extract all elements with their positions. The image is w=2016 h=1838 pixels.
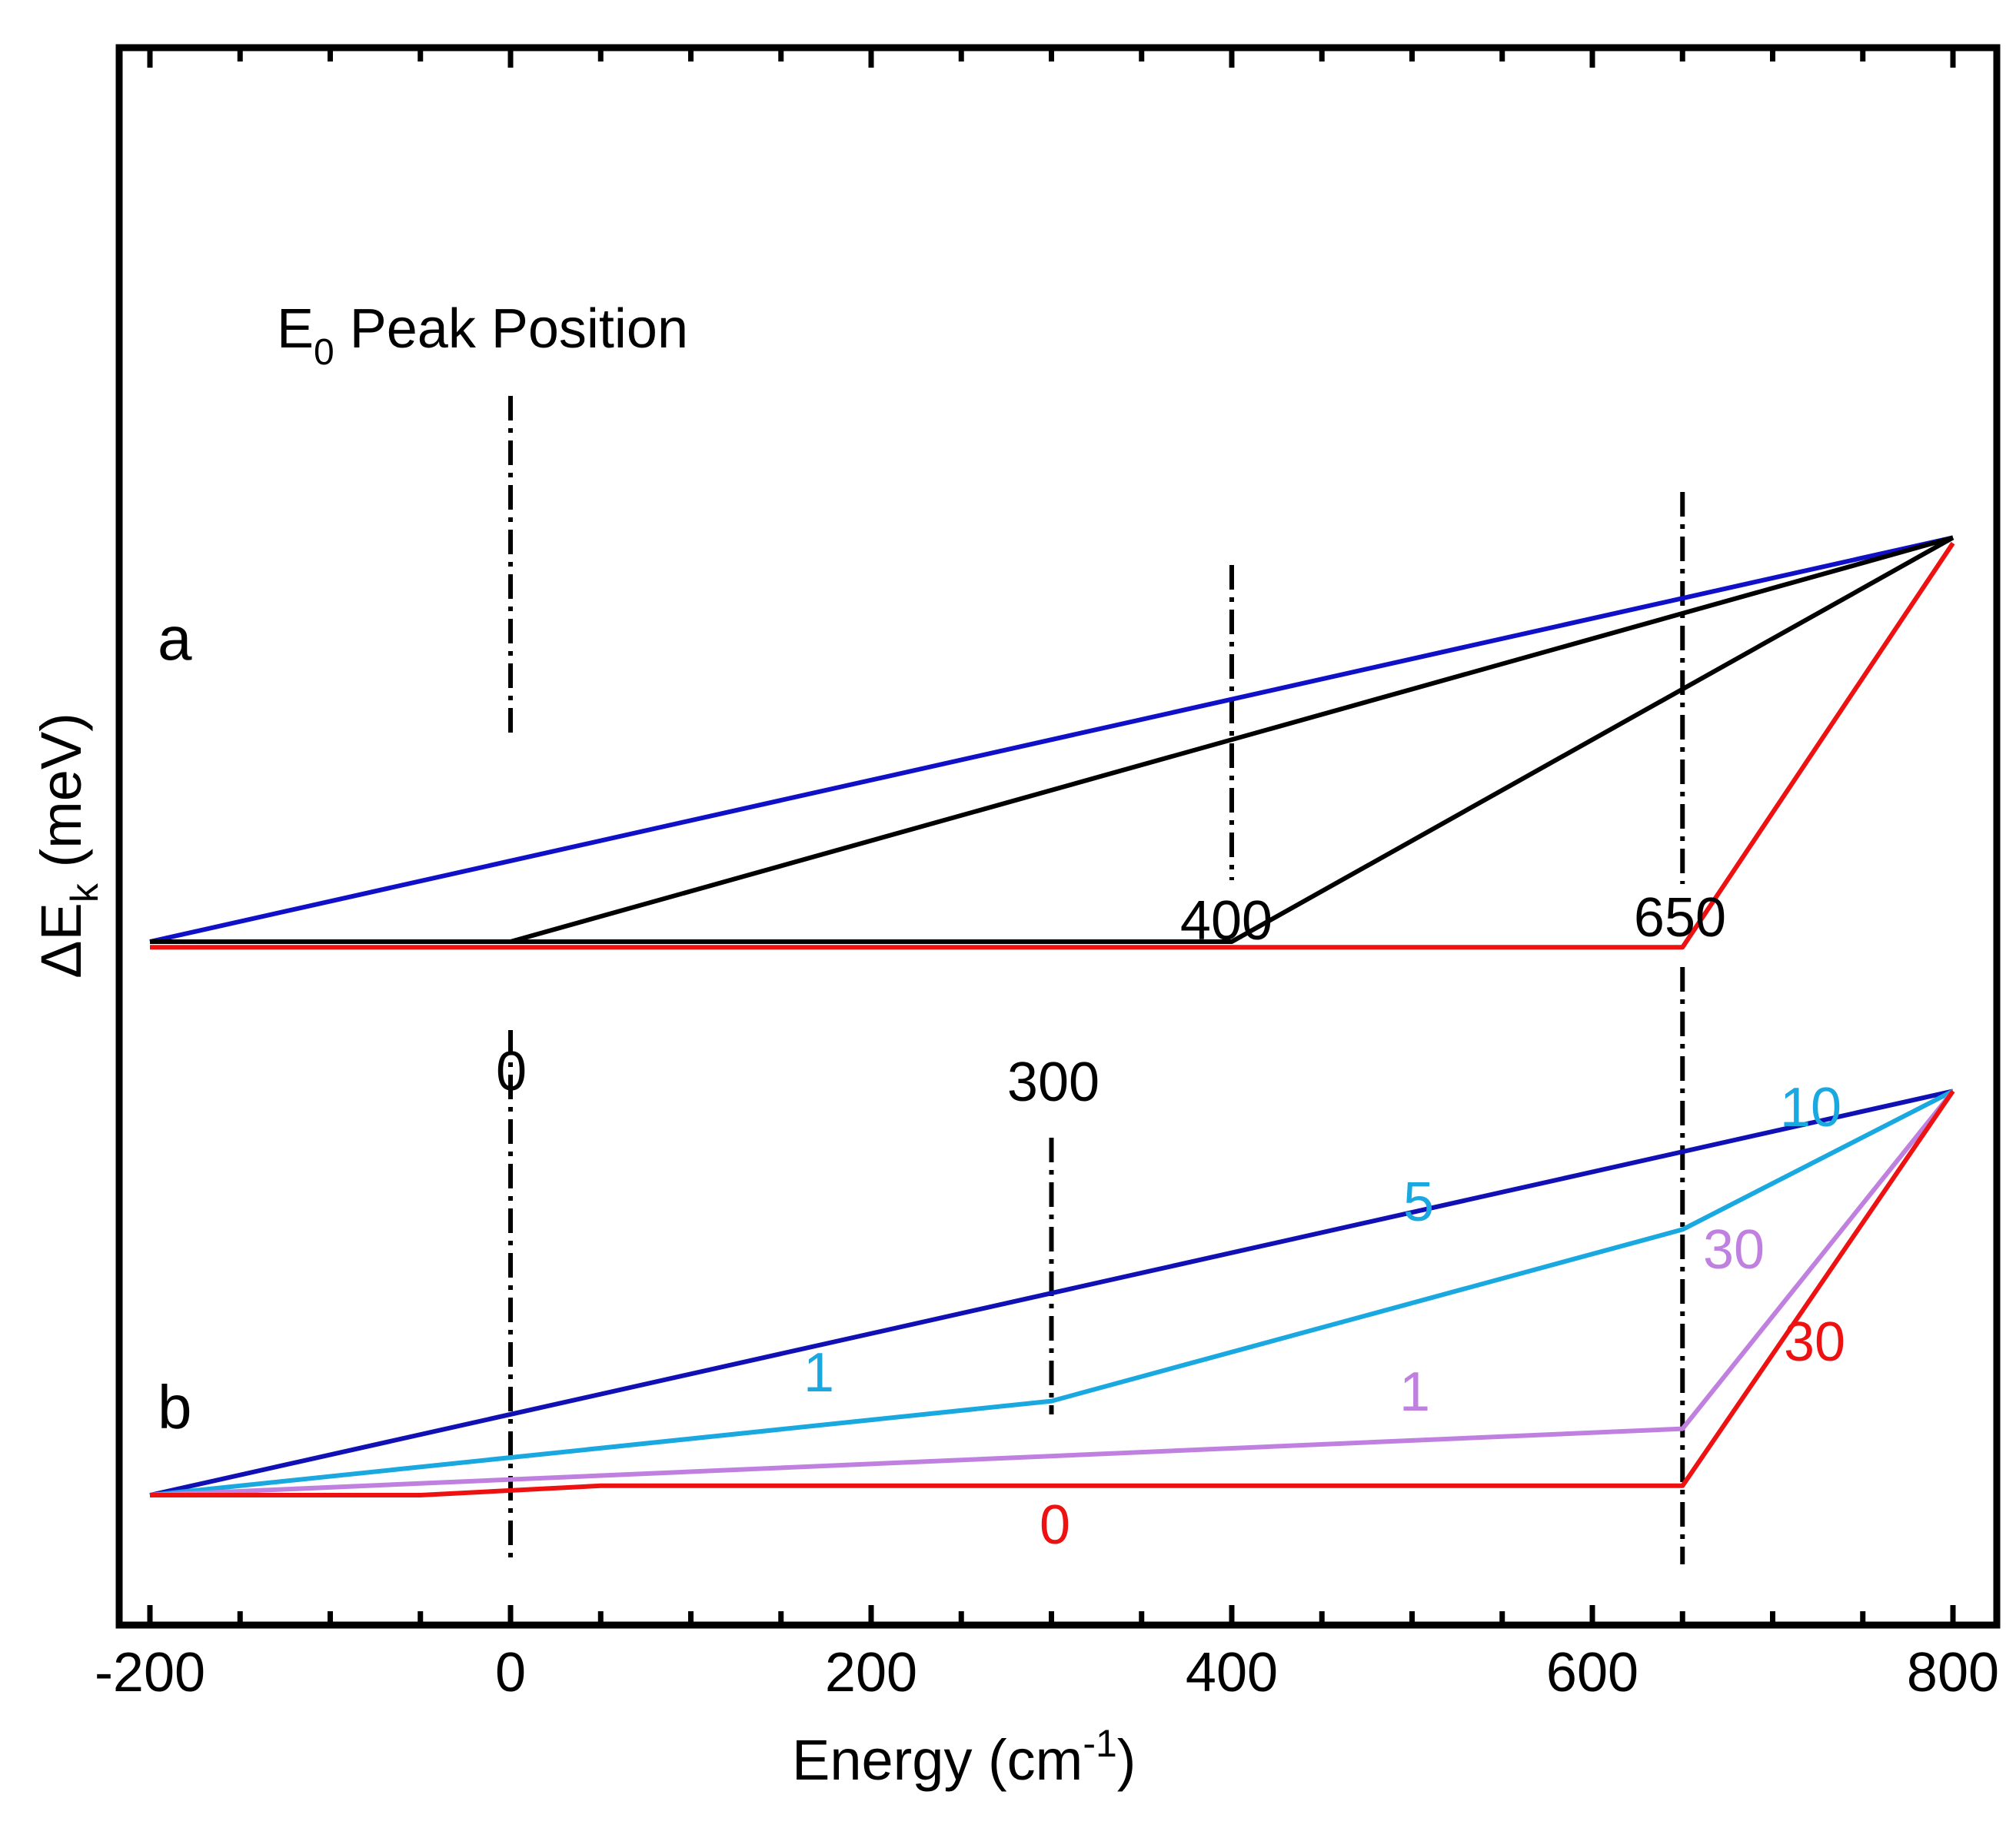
plot-frame bbox=[115, 44, 2001, 1629]
marker-group bbox=[508, 396, 1685, 1564]
x-tick-label: 400 bbox=[1186, 1642, 1278, 1703]
cyan-label-1: 1 bbox=[803, 1342, 834, 1404]
series-b-red bbox=[150, 1089, 1955, 1497]
x-tick-label: -200 bbox=[95, 1642, 205, 1703]
red-label-30: 30 bbox=[1784, 1311, 1845, 1373]
x-tick-label: 800 bbox=[1907, 1642, 1999, 1703]
e0-annotation: E0 Peak Position bbox=[277, 298, 688, 373]
cyan-label-10: 10 bbox=[1780, 1077, 1841, 1138]
violet-label-30: 30 bbox=[1703, 1219, 1765, 1281]
x-tick-label: 0 bbox=[495, 1642, 526, 1703]
series-a-black-400 bbox=[150, 535, 1954, 944]
tick-label-group: -200 0 200 400 600 800 bbox=[95, 1642, 1999, 1703]
cyan-label-5: 5 bbox=[1403, 1172, 1434, 1233]
red-label-0: 0 bbox=[1040, 1494, 1070, 1556]
panel-label-b: b bbox=[158, 1373, 192, 1441]
marker-label-0: 0 bbox=[496, 1041, 527, 1102]
x-axis-label: Energy (cm-1) bbox=[792, 1722, 1136, 1792]
y-axis-label: ΔEk (meV) bbox=[29, 713, 106, 979]
violet-label-1: 1 bbox=[1399, 1361, 1430, 1423]
x-tick-label: 600 bbox=[1546, 1642, 1638, 1703]
series-b-blue bbox=[149, 1089, 1954, 1497]
series-b-cyan bbox=[149, 1089, 1954, 1497]
series-a-red-650 bbox=[150, 541, 1955, 950]
series-a-blue bbox=[149, 535, 1954, 944]
marker-label-300: 300 bbox=[1007, 1052, 1099, 1113]
panel-label-a: a bbox=[158, 604, 192, 673]
x-tick-label: 200 bbox=[825, 1642, 917, 1703]
series-group bbox=[149, 535, 1955, 1497]
series-b-violet bbox=[149, 1089, 1955, 1497]
marker-label-400: 400 bbox=[1180, 890, 1272, 952]
marker-label-650: 650 bbox=[1634, 887, 1726, 949]
tick-group bbox=[147, 48, 1956, 1625]
